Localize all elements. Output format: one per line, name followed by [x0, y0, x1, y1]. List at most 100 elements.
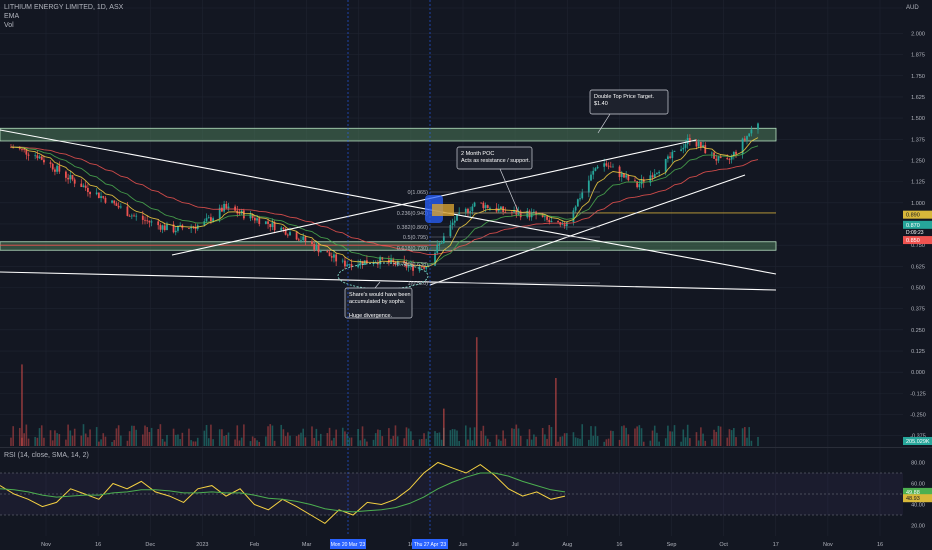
candle-body [420, 266, 423, 268]
candle-body [407, 266, 410, 268]
fib-label: 0(1.065) [408, 190, 429, 196]
volume-bar [269, 424, 272, 446]
volume-bar [713, 429, 715, 446]
candle-body [732, 151, 735, 156]
volume-bar [69, 430, 72, 446]
price-tick: 1.250 [911, 158, 925, 164]
time-label: 16 [616, 542, 622, 548]
volume-bar [265, 436, 267, 446]
trendline [0, 271, 777, 291]
volume-bar [280, 424, 283, 446]
price-tag-green: 0.870 [906, 223, 920, 229]
volume-bar [128, 431, 131, 446]
volume-bar [453, 429, 456, 446]
candle-body [348, 264, 351, 265]
candle-body [40, 156, 43, 160]
candle-body [682, 147, 685, 150]
candle-body [207, 217, 210, 219]
volume-bar [350, 437, 353, 446]
time-label: Oct [719, 542, 728, 548]
ema-label[interactable]: EMA [4, 13, 20, 20]
candle-body [717, 156, 720, 161]
volume-bar [715, 431, 718, 446]
candle-body [148, 220, 151, 223]
volume-bar [451, 429, 454, 446]
candle-body [436, 245, 439, 253]
volume-bar [733, 428, 735, 446]
price-tag-yellow-bg [903, 210, 932, 219]
volume-bar [726, 437, 729, 446]
candle-body [757, 123, 759, 130]
volume-bar [653, 425, 656, 446]
volume-bar [256, 440, 258, 446]
volume-bar [486, 438, 489, 446]
candle-body [609, 166, 612, 168]
volume-bar [40, 425, 43, 446]
rsi-legend[interactable]: RSI (14, close, SMA, 14, 2) [4, 452, 89, 459]
volume-bar [680, 441, 682, 446]
volume-bar [36, 437, 39, 446]
volume-bar [719, 426, 722, 446]
candle-body [51, 163, 54, 170]
candle-body [425, 266, 428, 269]
volume-bar [80, 435, 83, 446]
candle-body [376, 262, 379, 265]
candle-body [489, 207, 491, 209]
candle-body [392, 259, 395, 263]
volume-profile-yellow [432, 204, 454, 216]
candle-body [561, 224, 564, 226]
volume-bar [363, 438, 366, 446]
volume-bar [341, 427, 344, 446]
volume-bar [581, 424, 584, 446]
candle-body [73, 179, 76, 184]
volume-bar [67, 424, 69, 446]
volume-bar [58, 434, 61, 446]
candle-body [750, 129, 753, 134]
candle-body [258, 218, 261, 224]
volume-bar [161, 438, 164, 446]
volume-bar [89, 429, 91, 446]
volume-bar [333, 437, 335, 446]
poc-note-text: Acts as resistance / support. [461, 158, 531, 164]
volume-bar [157, 429, 159, 446]
volume-bar [513, 428, 515, 446]
volume-bar [315, 428, 318, 446]
volume-bar [330, 440, 333, 446]
vol-label[interactable]: Vol [4, 22, 14, 29]
candle-body [532, 211, 535, 213]
volume-bar [526, 439, 529, 446]
volume-bar [574, 437, 577, 446]
candle-body [603, 163, 606, 167]
volume-bar [188, 428, 190, 446]
volume-bar [711, 439, 713, 446]
volume-bar [697, 440, 700, 446]
candle-body [146, 220, 149, 222]
candle-body [550, 221, 553, 223]
accumulation-note-text: Share's would have been [349, 292, 411, 298]
candle-body [592, 170, 595, 175]
volume-bar [689, 438, 691, 446]
volume-bar [98, 441, 100, 446]
volume-bar [609, 430, 612, 446]
volume-bar [210, 424, 212, 446]
volume-bar [238, 440, 241, 446]
candle-body [269, 223, 272, 228]
volume-bar [273, 440, 276, 446]
volume-bar [497, 439, 500, 446]
volume-bar [377, 429, 379, 446]
candle-body [699, 141, 702, 148]
candle-body [684, 144, 687, 148]
volume-bar [144, 425, 146, 446]
price-tick: 1.375 [911, 137, 925, 143]
time-label: Feb [250, 542, 259, 548]
price-tick: 0.625 [911, 264, 925, 270]
volume-bar [634, 428, 636, 446]
volume-bar [335, 429, 337, 446]
symbol-title[interactable]: LITHIUM ENERGY LIMITED, 1D, ASX [4, 4, 124, 11]
price-tick: 0.750 [911, 243, 925, 249]
candle-body [177, 226, 179, 231]
volume-bar [519, 435, 522, 446]
volume-bar [135, 429, 138, 446]
candle-body [484, 205, 487, 209]
